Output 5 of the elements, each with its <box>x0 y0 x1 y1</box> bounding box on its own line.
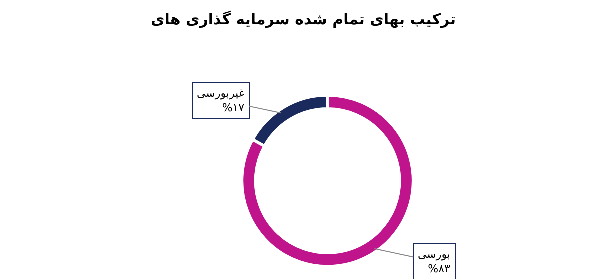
data-label: %۸۳ <box>428 262 451 276</box>
slice-label: بورسی <box>418 248 450 261</box>
data-label: %۱۷ <box>222 101 245 114</box>
chart-title: ترکیب بهای تمام شده سرمایه گذاری های <box>151 10 456 28</box>
slice-label: غیربورسی <box>197 87 245 100</box>
